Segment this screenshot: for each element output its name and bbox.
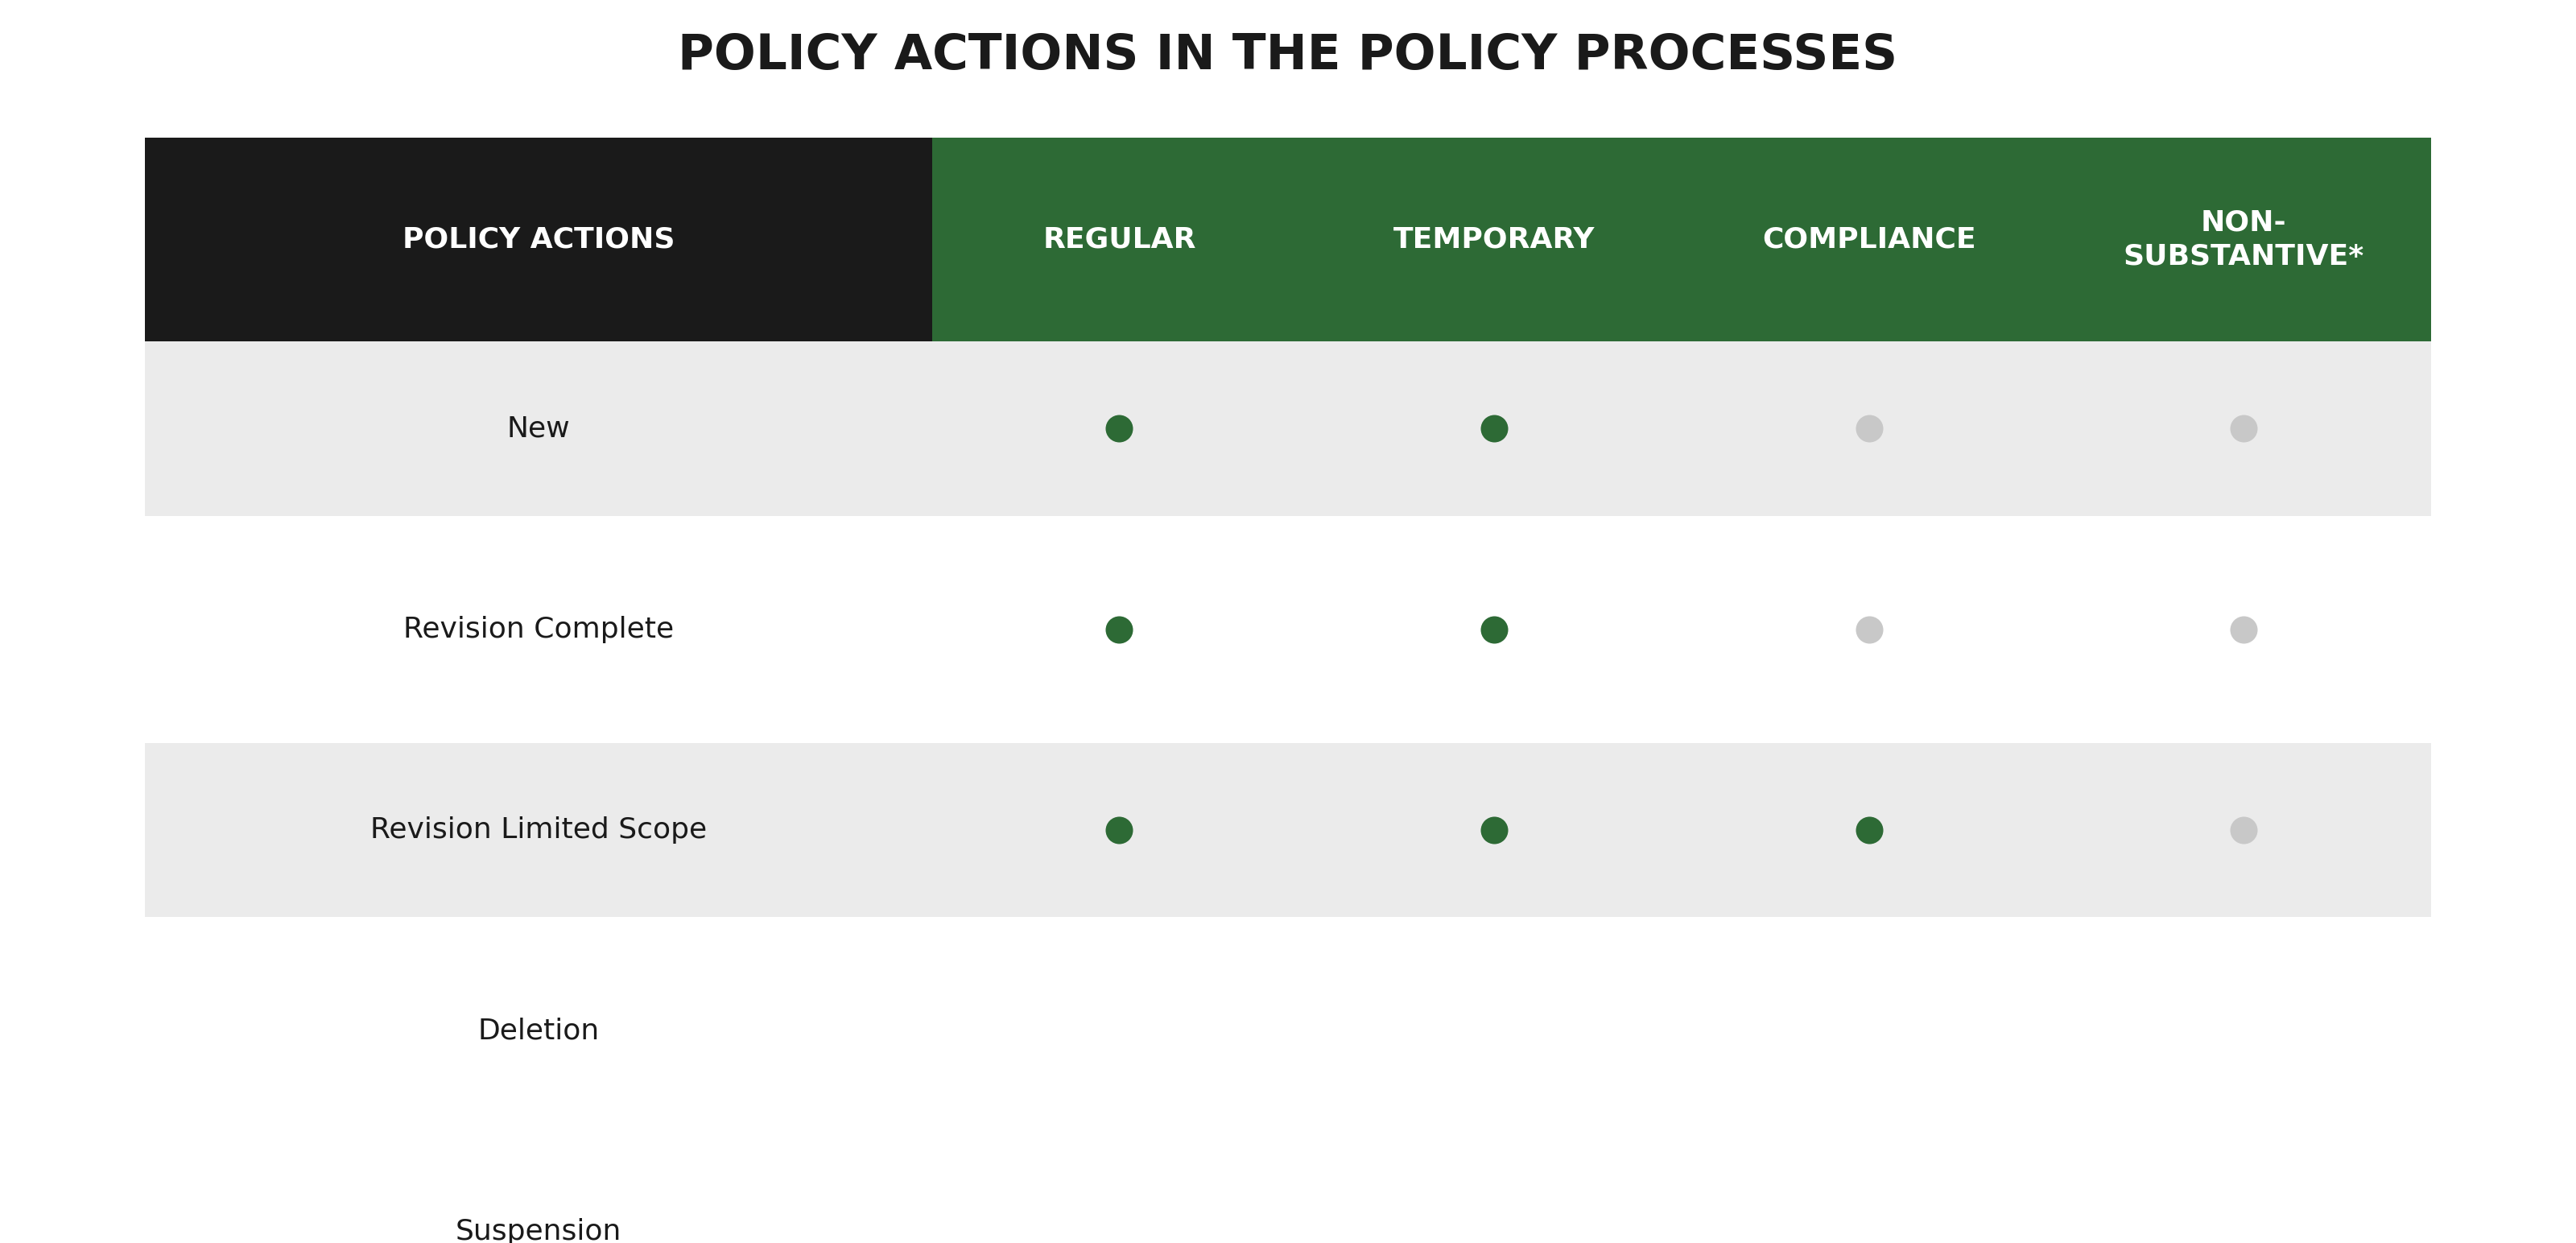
Point (1100, 1222, 1141, 1242)
Point (1850, 619, 1891, 639)
Point (1473, 1222, 1515, 1242)
Point (1100, 419, 1141, 439)
FancyBboxPatch shape (2056, 1144, 2432, 1243)
Point (2223, 820, 2264, 840)
FancyBboxPatch shape (2056, 542, 2432, 716)
FancyBboxPatch shape (1682, 138, 2056, 341)
Text: REGULAR: REGULAR (1043, 226, 1195, 254)
Point (1473, 419, 1515, 439)
Text: Deletion: Deletion (477, 1017, 600, 1044)
Point (2223, 419, 2264, 439)
FancyBboxPatch shape (1306, 542, 1682, 716)
Text: New: New (507, 415, 569, 443)
Text: COMPLIANCE: COMPLIANCE (1762, 226, 1976, 254)
FancyBboxPatch shape (1306, 138, 1682, 341)
Point (2223, 1021, 2264, 1040)
FancyBboxPatch shape (933, 341, 1306, 516)
FancyBboxPatch shape (933, 542, 1306, 716)
Text: TEMPORARY: TEMPORARY (1394, 226, 1595, 254)
FancyBboxPatch shape (144, 341, 933, 516)
Text: Revision Complete: Revision Complete (402, 615, 675, 643)
Point (1850, 1021, 1891, 1040)
Point (1850, 419, 1891, 439)
Point (1473, 619, 1515, 639)
Point (1850, 820, 1891, 840)
FancyBboxPatch shape (2056, 943, 2432, 1117)
Point (2223, 1222, 2264, 1242)
Text: Suspension: Suspension (456, 1218, 621, 1243)
FancyBboxPatch shape (144, 138, 933, 341)
FancyBboxPatch shape (933, 742, 1306, 917)
FancyBboxPatch shape (144, 1144, 933, 1243)
FancyBboxPatch shape (2056, 341, 2432, 516)
FancyBboxPatch shape (1682, 1144, 2056, 1243)
Point (1100, 1021, 1141, 1040)
Point (1473, 1021, 1515, 1040)
FancyBboxPatch shape (1306, 943, 1682, 1117)
FancyBboxPatch shape (2056, 742, 2432, 917)
FancyBboxPatch shape (1682, 943, 2056, 1117)
FancyBboxPatch shape (933, 943, 1306, 1117)
FancyBboxPatch shape (1682, 742, 2056, 917)
Point (1473, 820, 1515, 840)
Text: Revision Limited Scope: Revision Limited Scope (371, 817, 706, 844)
Text: POLICY ACTIONS IN THE POLICY PROCESSES: POLICY ACTIONS IN THE POLICY PROCESSES (677, 32, 1899, 80)
FancyBboxPatch shape (2056, 138, 2432, 341)
Text: POLICY ACTIONS: POLICY ACTIONS (402, 226, 675, 254)
FancyBboxPatch shape (1306, 1144, 1682, 1243)
FancyBboxPatch shape (1682, 341, 2056, 516)
Point (1850, 1222, 1891, 1242)
FancyBboxPatch shape (1682, 542, 2056, 716)
Point (2223, 619, 2264, 639)
FancyBboxPatch shape (933, 1144, 1306, 1243)
FancyBboxPatch shape (1306, 742, 1682, 917)
Point (1100, 619, 1141, 639)
FancyBboxPatch shape (144, 742, 933, 917)
FancyBboxPatch shape (1306, 341, 1682, 516)
FancyBboxPatch shape (144, 943, 933, 1117)
FancyBboxPatch shape (144, 542, 933, 716)
Text: NON-
SUBSTANTIVE*: NON- SUBSTANTIVE* (2123, 209, 2365, 270)
FancyBboxPatch shape (933, 138, 1306, 341)
Point (1100, 820, 1141, 840)
